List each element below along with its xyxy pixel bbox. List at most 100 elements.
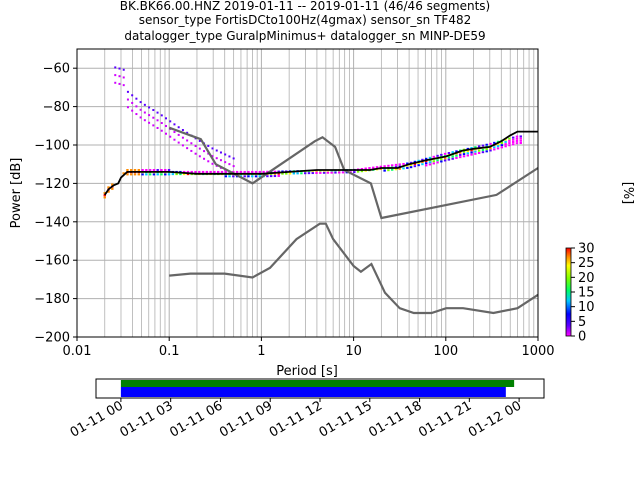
heatmap-cell xyxy=(131,109,134,112)
heatmap-cell xyxy=(203,150,206,153)
heatmap-cell xyxy=(254,170,258,173)
y-tick-label: −60 xyxy=(43,62,70,77)
heatmap-cell xyxy=(164,117,167,120)
heatmap-cell xyxy=(152,116,155,119)
heatmap-cell xyxy=(375,166,379,169)
heatmap-cell xyxy=(330,171,333,174)
heatmap-cell xyxy=(470,151,473,154)
heatmap-cell xyxy=(470,153,473,156)
time-tick-label: 01-11 06 xyxy=(167,398,225,440)
heatmap-cell xyxy=(232,175,235,178)
heatmap-cell xyxy=(489,147,492,150)
heatmap-cell xyxy=(285,172,288,175)
heatmap-cell xyxy=(114,74,117,77)
heatmap-cell xyxy=(425,164,428,167)
heatmap-cell xyxy=(215,157,218,160)
heatmap-cell xyxy=(474,146,477,149)
heatmap-cell xyxy=(201,170,205,173)
heatmap-cell xyxy=(152,109,155,112)
heatmap-cell xyxy=(311,172,314,175)
heatmap-cell xyxy=(114,81,117,84)
heatmap-cell xyxy=(511,138,515,141)
chart-title-line-1: BK.BK66.00.HNZ 2019-01-11 -- 2019-01-11 … xyxy=(120,0,490,13)
heatmap-cell xyxy=(496,145,500,148)
heatmap-cell xyxy=(485,150,488,153)
heatmap-cell xyxy=(118,75,121,78)
time-tick-label: 01-12 00 xyxy=(466,398,524,440)
heatmap-cell xyxy=(489,149,492,152)
heatmap-cell xyxy=(500,141,504,144)
heatmap-cell xyxy=(160,114,163,117)
heatmap-cell xyxy=(515,137,519,140)
heatmap-cell xyxy=(277,174,280,177)
heatmap-cell xyxy=(273,175,277,178)
heatmap-cell xyxy=(428,156,432,159)
heatmap-cell xyxy=(130,173,133,176)
heatmap-cell xyxy=(139,116,142,119)
heatmap-cell xyxy=(211,155,214,158)
heatmap-cell xyxy=(322,171,326,174)
heatmap-cell xyxy=(269,175,273,178)
heatmap-cell xyxy=(186,139,189,142)
heatmap-cell xyxy=(436,154,439,157)
heatmap-cell xyxy=(133,173,137,176)
heatmap-cell xyxy=(118,67,121,70)
heatmap-cell xyxy=(273,172,277,175)
time-tick-label: 01-11 00 xyxy=(68,398,126,440)
heatmap-cell xyxy=(515,142,519,145)
heatmap-cell xyxy=(383,165,386,168)
heatmap-cell xyxy=(148,173,152,176)
heatmap-cell xyxy=(152,124,155,127)
heatmap-cell xyxy=(111,183,114,186)
heatmap-cell xyxy=(421,158,424,161)
heatmap-cell xyxy=(160,169,163,171)
heatmap-cell xyxy=(135,97,138,100)
heatmap-cell xyxy=(277,170,280,173)
heatmap-cell xyxy=(217,170,220,173)
heatmap-cell xyxy=(194,145,197,148)
heatmap-cell xyxy=(266,170,269,173)
heatmap-cell xyxy=(254,175,258,178)
heatmap-cell xyxy=(315,171,318,174)
heatmap-cell xyxy=(173,131,176,134)
heatmap-cell xyxy=(508,142,511,145)
heatmap-cell xyxy=(451,157,454,160)
heatmap-cell xyxy=(493,146,496,149)
heatmap-cell xyxy=(387,169,390,172)
x-axis-label: Period [s] xyxy=(276,364,338,379)
heatmap-cell xyxy=(232,165,235,168)
heatmap-cell xyxy=(511,136,515,139)
x-tick-label: 1 xyxy=(257,344,265,359)
heatmap-cell xyxy=(160,129,163,132)
heatmap-cell xyxy=(273,170,277,173)
heatmap-cell xyxy=(296,172,299,175)
y-tick-label: −180 xyxy=(34,292,70,307)
heatmap-cell xyxy=(459,153,462,156)
heatmap-cell xyxy=(470,149,473,152)
heatmap-cell xyxy=(220,170,224,173)
heatmap-cell xyxy=(372,166,375,169)
heatmap-cell xyxy=(122,76,125,79)
heatmap-cell xyxy=(219,159,222,162)
heatmap-cell xyxy=(508,144,511,147)
heatmap-cell xyxy=(394,166,398,169)
heatmap-cell xyxy=(451,155,454,158)
heatmap-cell xyxy=(126,106,129,109)
heatmap-cell xyxy=(440,160,443,163)
heatmap-cell xyxy=(262,170,265,173)
colorbar-tick-label: 15 xyxy=(578,286,595,301)
heatmap-cell xyxy=(394,168,398,171)
heatmap-cell xyxy=(303,172,307,175)
heatmap-cell xyxy=(413,162,417,165)
heatmap-cell xyxy=(135,105,138,108)
mean-psd-line xyxy=(104,130,538,196)
heatmap-cell xyxy=(239,170,243,173)
heatmap-cell xyxy=(504,138,507,141)
data-coverage-bars xyxy=(120,380,515,397)
heatmap-cell xyxy=(173,138,176,141)
heatmap-cell xyxy=(198,139,201,142)
heatmap-cell xyxy=(406,162,409,165)
heatmap-cell xyxy=(406,166,409,169)
